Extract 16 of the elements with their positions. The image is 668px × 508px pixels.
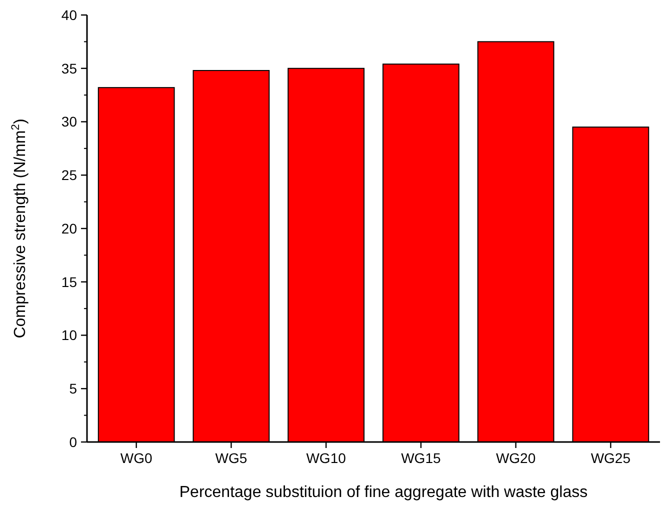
y-tick-label: 15 xyxy=(61,274,78,290)
x-tick-label: WG5 xyxy=(215,450,248,466)
y-tick-label: 40 xyxy=(61,6,78,23)
x-tick-label: WG20 xyxy=(496,450,536,466)
x-tick-label: WG0 xyxy=(120,450,152,466)
y-tick-label: 20 xyxy=(61,220,78,236)
y-tick-label: 35 xyxy=(61,60,78,76)
x-axis-title: Percentage substituion of fine aggregate with waste glass xyxy=(179,484,588,501)
x-tick-label: WG25 xyxy=(590,450,631,466)
y-tick-label: 30 xyxy=(61,114,78,130)
y-tick-label: 0 xyxy=(69,434,78,450)
y-tick-label: 10 xyxy=(61,327,78,344)
x-tick-label: WG15 xyxy=(401,450,441,466)
y-tick-label: 5 xyxy=(69,380,78,397)
x-tick-label: WG10 xyxy=(306,450,346,466)
y-tick-label: 25 xyxy=(61,167,78,184)
